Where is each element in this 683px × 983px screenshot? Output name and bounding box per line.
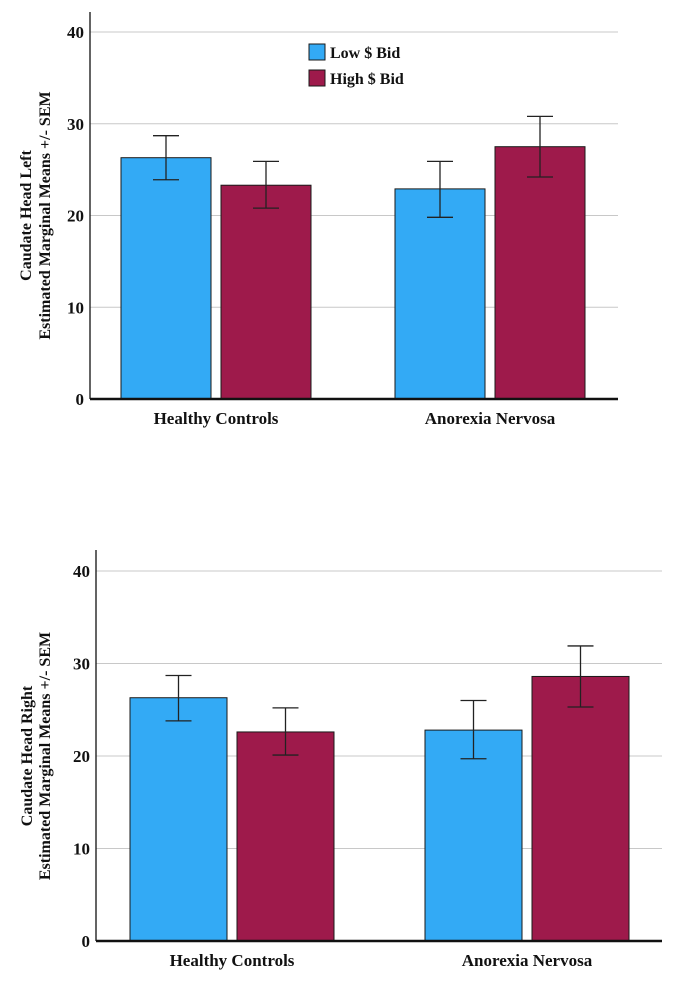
bar-high-bid [220,184,312,400]
error-bar-low-bid [153,135,179,181]
y-tick-label: 0 [82,932,91,951]
legend-swatch-high-bid [308,69,326,87]
error-bar-low-bid [165,674,192,722]
legend-swatch-low-bid [308,43,326,61]
bar-high-bid [531,675,630,942]
y-tick-label: 20 [73,747,90,766]
y-tick-label: 10 [67,298,84,317]
bar-low-bid [120,157,212,400]
x-category-label: Healthy Controls [170,951,295,970]
error-bar-high-bid [567,645,594,708]
x-category-label: Anorexia Nervosa [462,951,593,970]
y-axis-title-line1: Caudate Head Right [19,685,36,826]
y-tick-label: 0 [76,390,85,409]
error-bar-low-bid [460,699,487,760]
y-tick-label: 40 [73,562,90,581]
error-bar-high-bid [253,160,279,209]
chart-caudate-head-right: 0 10 20 30 40 Healthy Controls Anorexia Nervo… [19,550,662,970]
y-tick-label: 40 [67,23,84,42]
y-axis-title-line1: Caudate Head Left [18,150,35,281]
y-tick-label: 20 [67,207,84,226]
legend-label-low-bid: Low $ Bid [330,45,400,62]
bar-high-bid [494,146,586,400]
x-category-label: Healthy Controls [154,409,279,428]
y-tick-label: 30 [73,655,90,674]
bar-low-bid [424,729,523,942]
chart-caudate-head-left: 0 10 20 30 40 Healthy Controls Anorexia Nervo… [18,12,618,428]
error-bar-low-bid [427,160,453,218]
error-bar-high-bid [527,115,553,178]
bar-low-bid [394,188,486,400]
y-tick-label: 10 [73,840,90,859]
bar-low-bid [129,697,228,942]
bar-high-bid [236,731,335,942]
error-bar-high-bid [272,707,299,756]
x-category-label: Anorexia Nervosa [425,409,556,428]
y-axis-title-line2: Estimated Marginal Means +/- SEM [37,91,54,339]
legend-label-high-bid: High $ Bid [330,71,404,88]
y-tick-label: 30 [67,115,84,134]
legend: Low $ Bid High $ Bid [308,43,404,88]
y-axis-title-line2: Estimated Marginal Means +/- SEM [37,632,54,880]
